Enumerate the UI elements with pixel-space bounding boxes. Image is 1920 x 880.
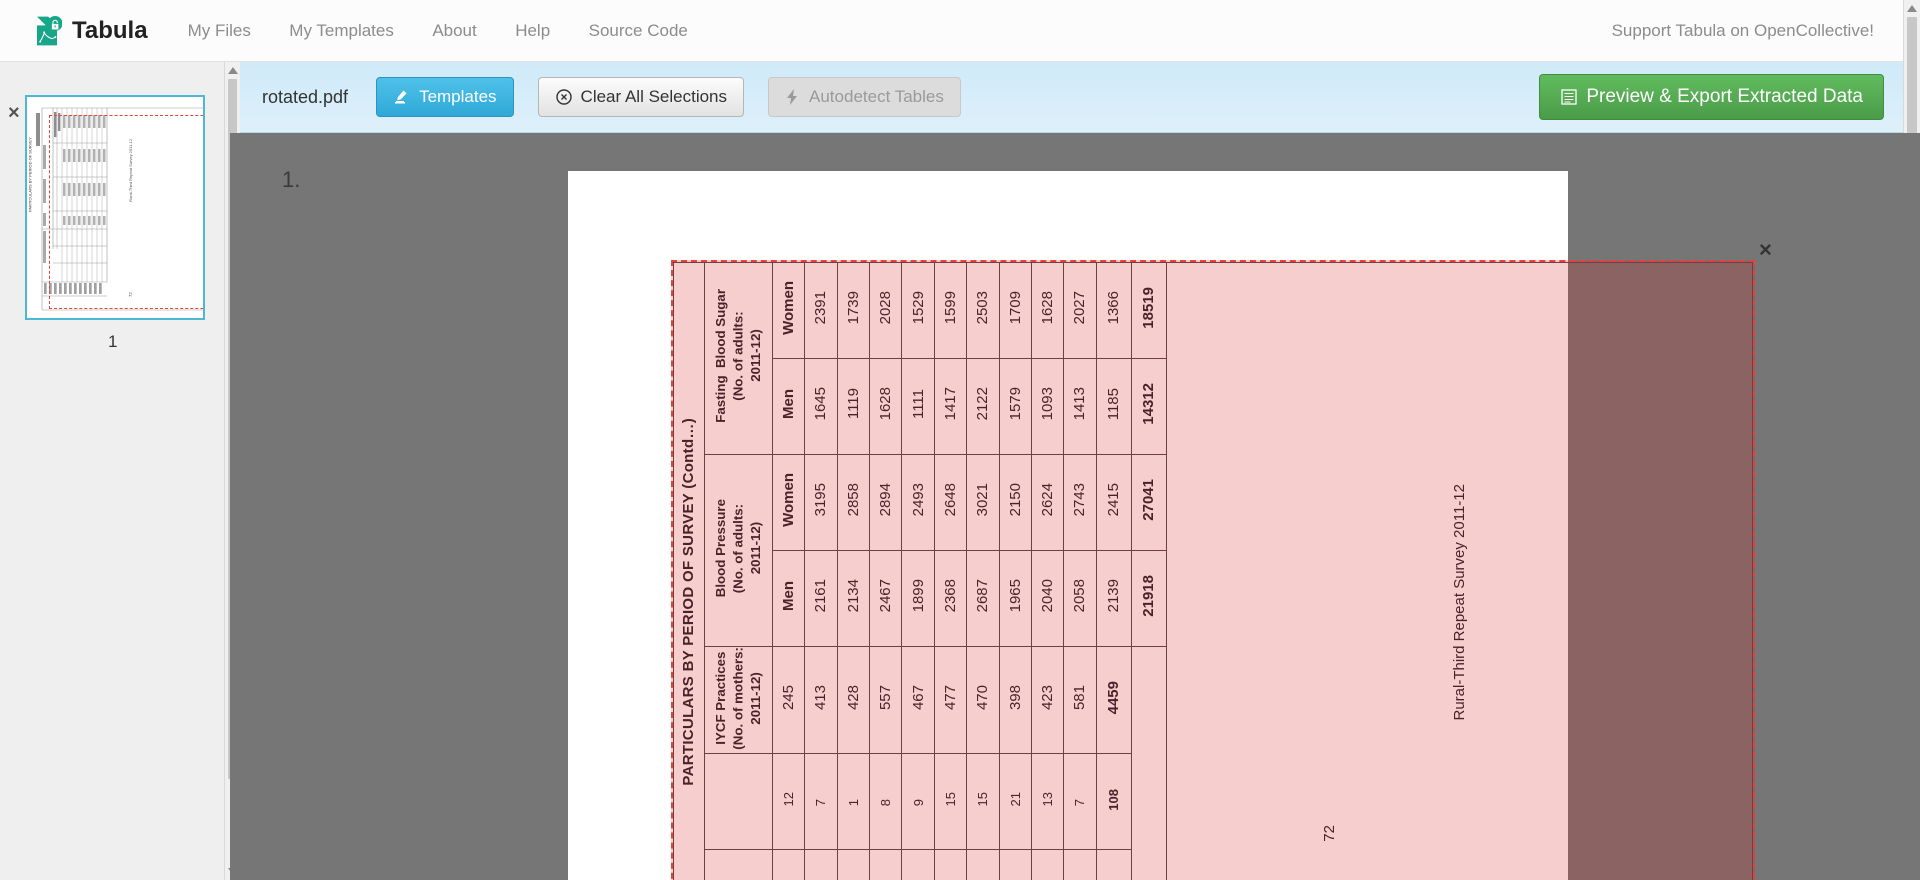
svg-text:PARTICULARS BY PERIOD OF SURVE: PARTICULARS BY PERIOD OF SURVEY (28, 137, 33, 212)
